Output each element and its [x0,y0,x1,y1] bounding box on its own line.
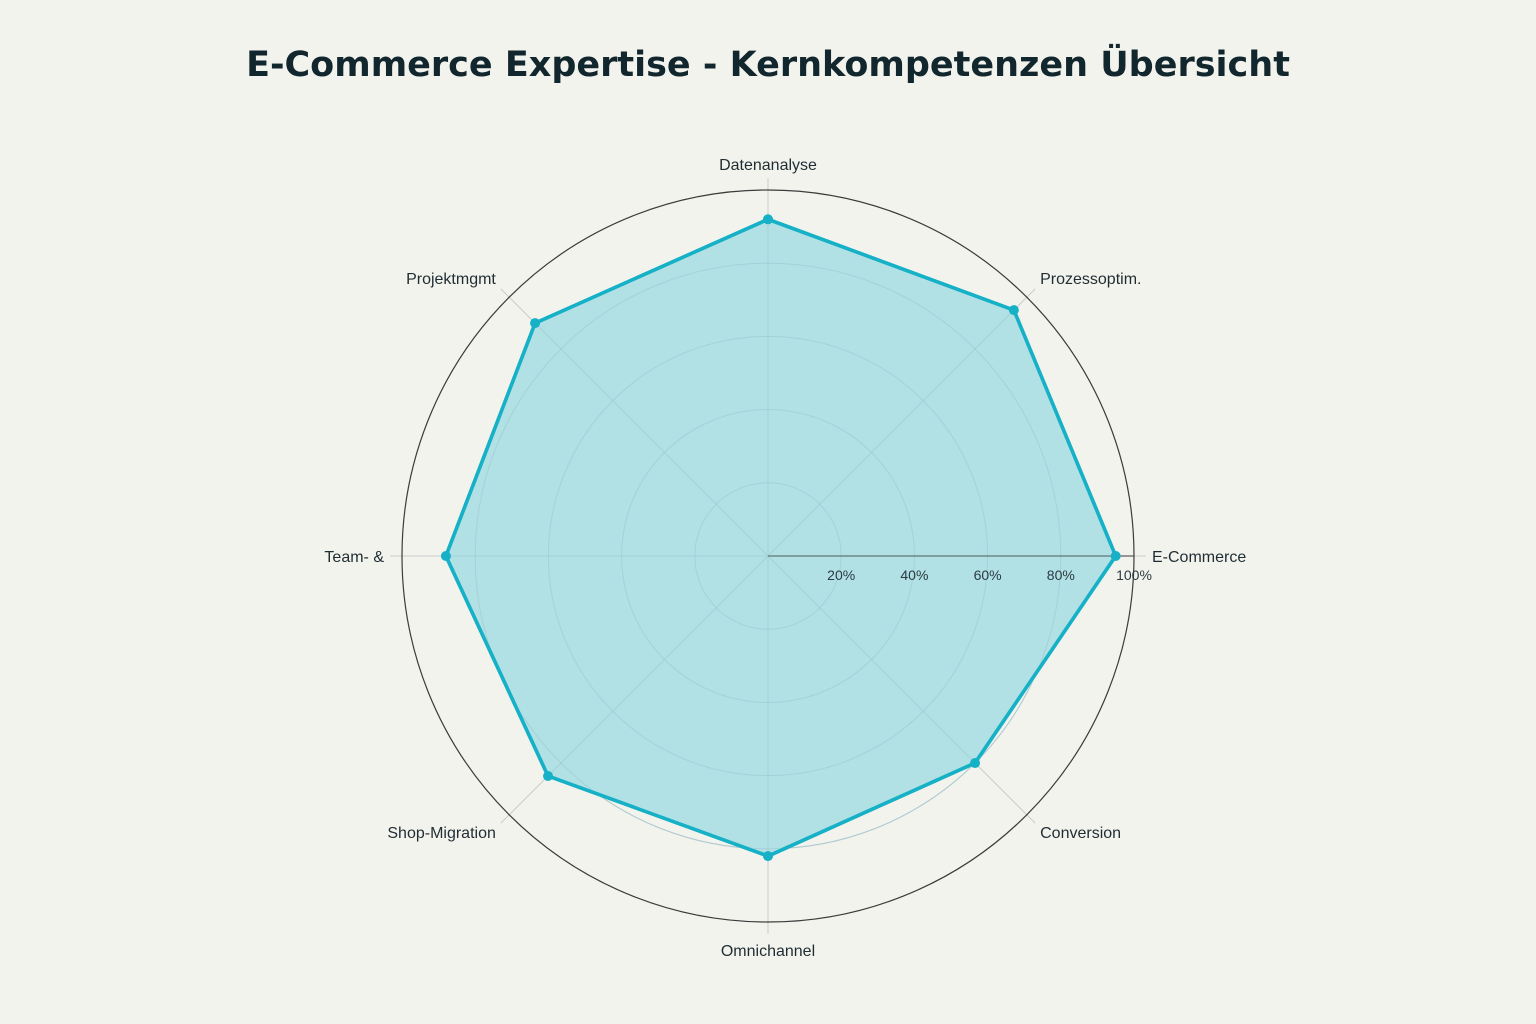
data-point-0 [1110,551,1121,561]
data-point-3 [530,318,541,329]
axis-labels: E-Commerce Prozessoptim. Datenanalyse Proje… [324,157,1246,960]
radial-tick-label-60: 60% [974,567,1002,583]
spoke-overlay-7 [767,555,976,764]
radial-tick-label-100: 100% [1116,567,1152,583]
radial-tick-labels: 20% 40% 60% 80% 100% [827,567,1152,583]
radar-series [440,214,1134,862]
data-point-1 [1008,305,1019,316]
radial-tick-label-40: 40% [900,567,928,583]
category-label-6: Omnichannel [721,943,815,960]
category-label-4: Team- & [324,549,384,566]
chart-title: E-Commerce Expertise - Kernkompetenzen Ü… [246,43,1290,85]
data-point-6 [763,851,773,862]
spoke-overlay-5 [547,555,769,777]
data-point-4 [440,551,451,561]
category-label-2: Datenanalyse [719,157,817,174]
data-point-5 [543,770,554,781]
spoke-overlay-3 [534,322,769,557]
category-label-7: Conversion [1040,825,1121,842]
category-label-1: Prozessoptim. [1040,271,1141,288]
category-label-0: E-Commerce [1152,549,1246,566]
category-label-5: Shop-Migration [387,825,496,842]
radial-tick-label-20: 20% [827,567,855,583]
data-point-7 [970,758,981,769]
spoke-overlay-1 [767,309,1015,557]
category-label-3: Projektmgmt [406,271,496,288]
radial-tick-label-80: 80% [1047,567,1075,583]
data-point-2 [763,214,773,225]
